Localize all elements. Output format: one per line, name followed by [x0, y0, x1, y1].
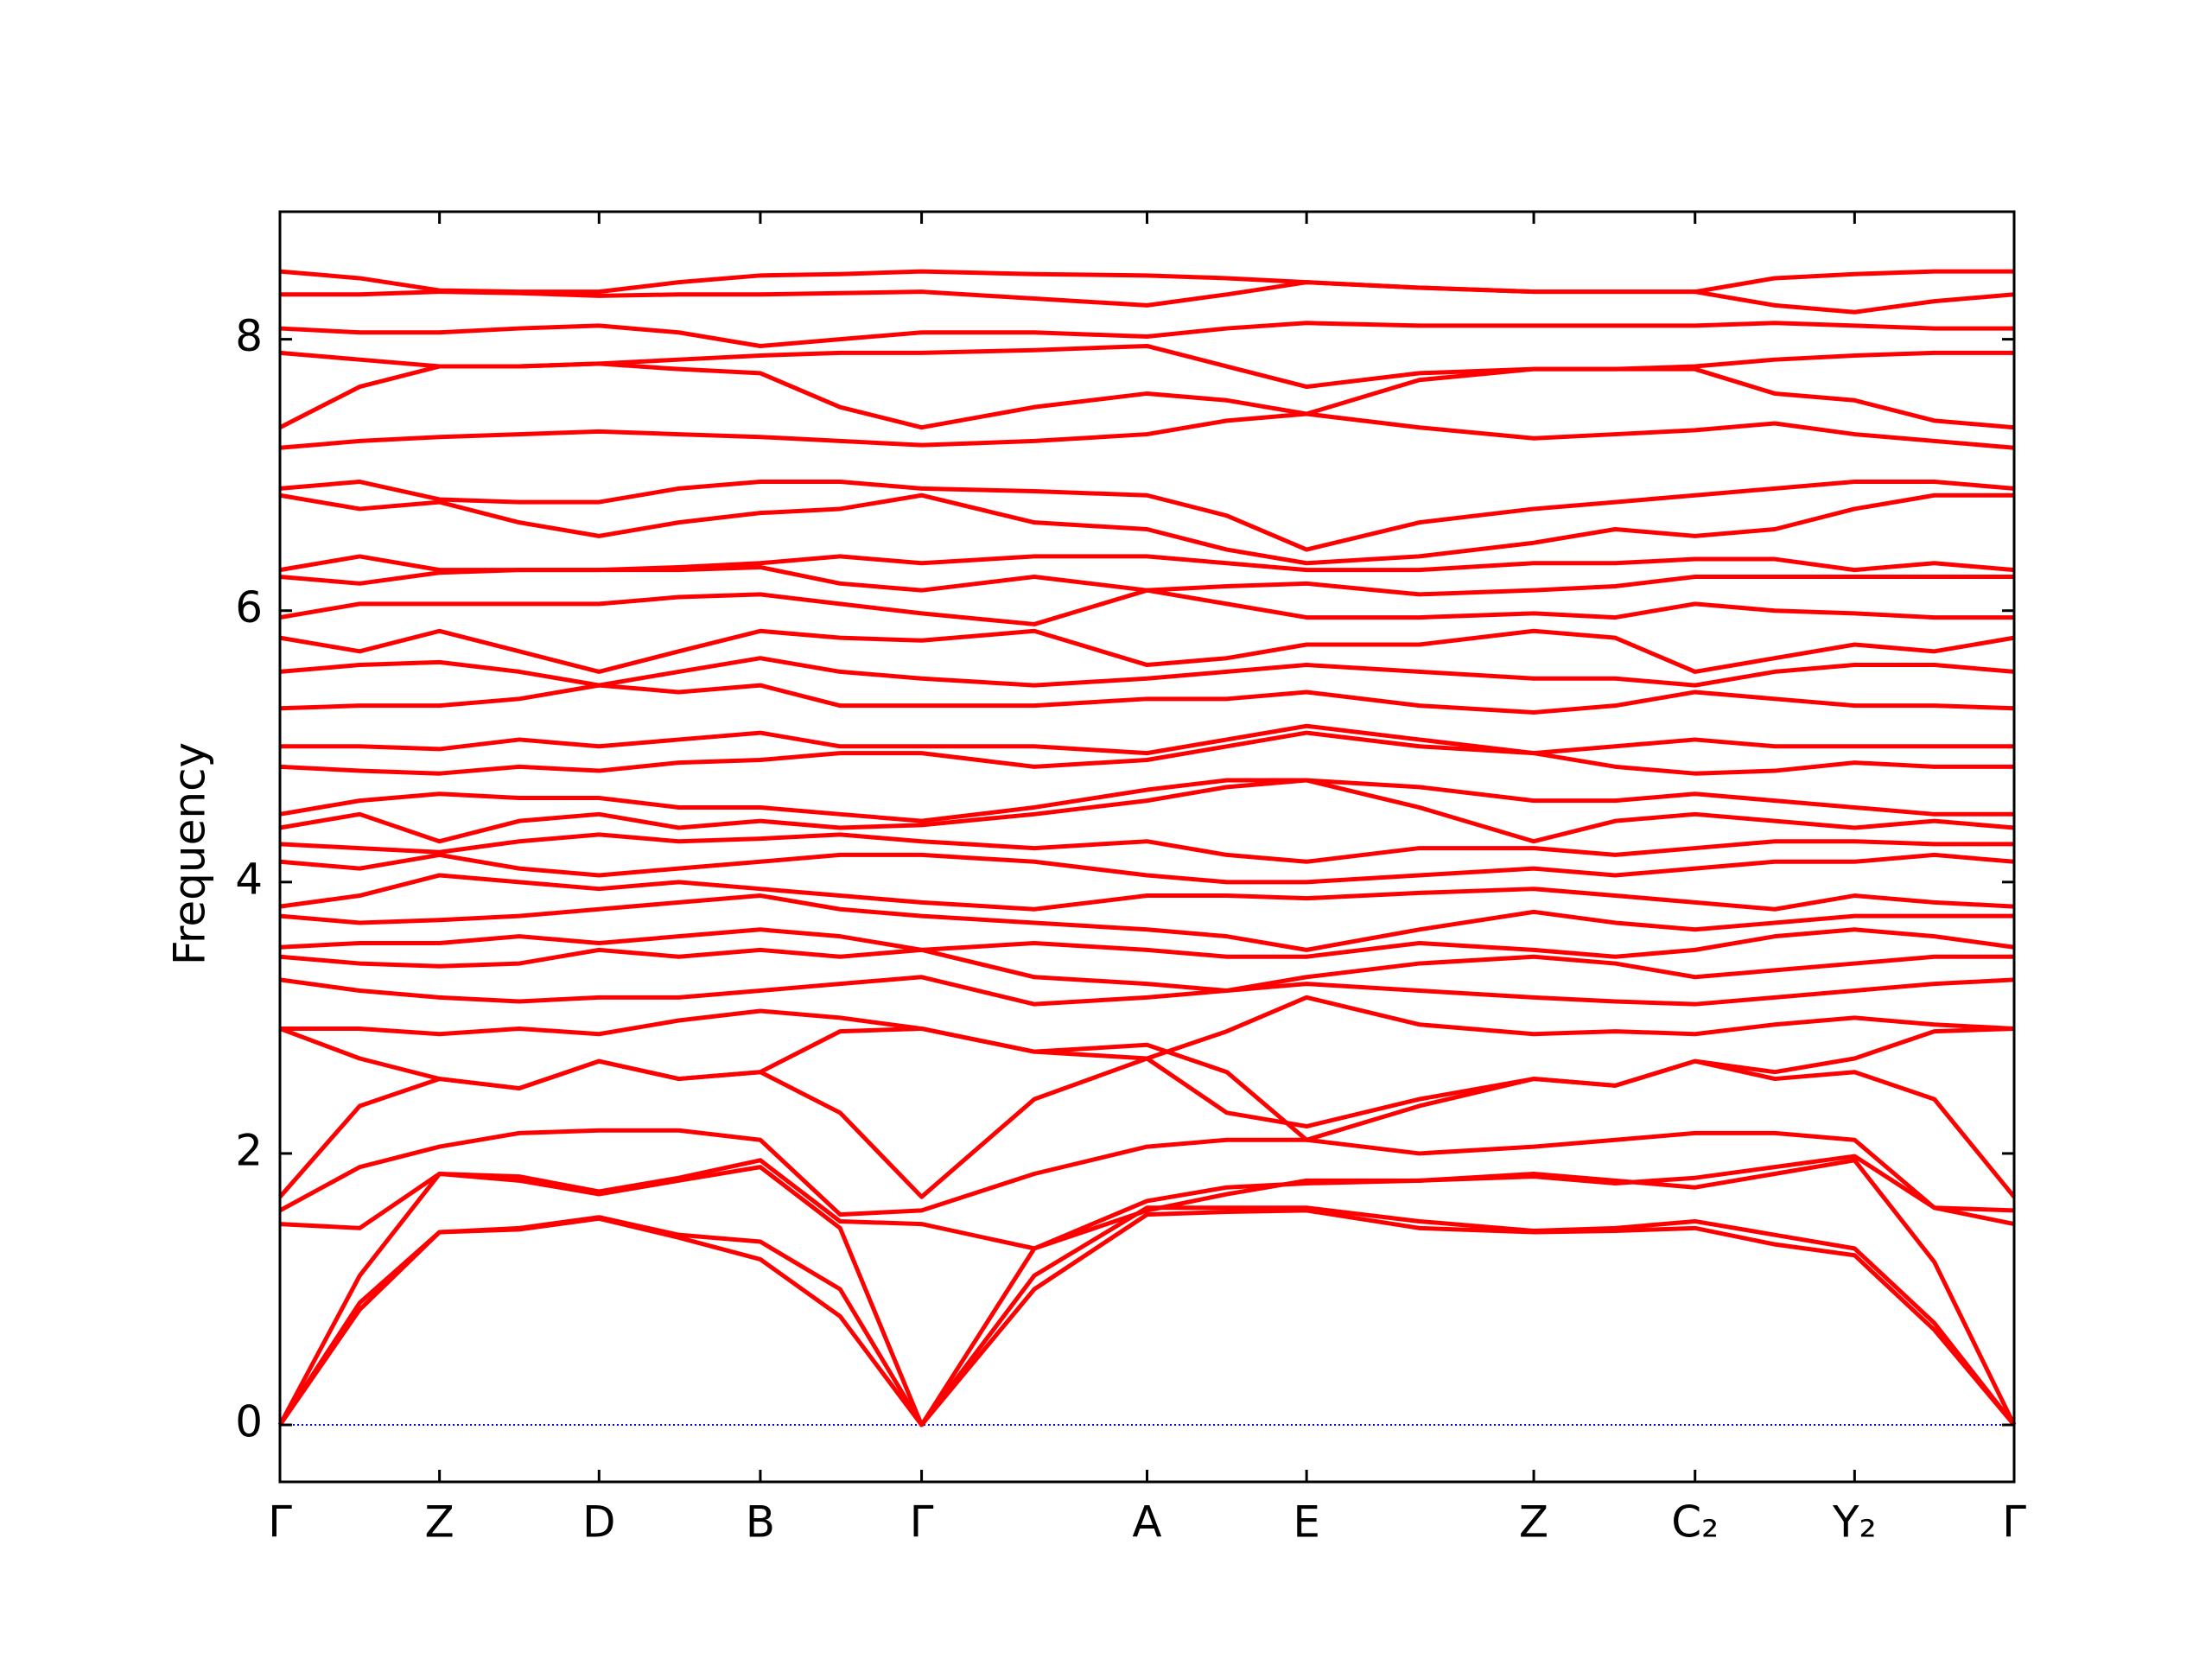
band-line	[279, 927, 2015, 959]
x-tick-label: Z	[1519, 1497, 1548, 1548]
x-tick-label: A	[1132, 1497, 1161, 1548]
x-tick-label: C₂	[1671, 1497, 1719, 1548]
band-line	[279, 343, 2014, 390]
x-tick-label: Γ	[268, 1497, 292, 1548]
band-line	[279, 493, 2014, 566]
y-tick-label: 8	[235, 311, 263, 361]
y-tick-label: 6	[235, 582, 263, 632]
band-line	[279, 975, 2015, 1007]
band-line	[279, 947, 2014, 993]
band-line	[279, 1026, 2015, 1142]
band-line	[279, 480, 2015, 552]
x-tick-label: B	[746, 1497, 775, 1548]
band-line	[279, 1154, 2015, 1251]
band-line	[278, 361, 2015, 430]
band-line	[280, 723, 2014, 756]
band-line	[279, 628, 2015, 674]
band-line	[279, 778, 2015, 844]
x-tick-label: E	[1293, 1497, 1320, 1548]
x-tick-label: Γ	[910, 1497, 934, 1548]
band-line	[278, 1128, 2015, 1217]
band-line	[279, 852, 2015, 885]
band-line	[280, 995, 2015, 1061]
band-line	[280, 280, 2015, 315]
band-line	[279, 554, 2015, 573]
band-line	[279, 778, 2014, 823]
band-line	[279, 683, 2015, 715]
x-tick-label: Z	[425, 1497, 454, 1548]
band-line	[277, 1205, 2016, 1427]
x-tick-label: D	[582, 1497, 616, 1548]
band-line	[277, 1208, 2016, 1427]
y-axis-label: Frequency	[165, 742, 215, 965]
y-tick-label: 0	[235, 1397, 263, 1447]
band-line	[279, 832, 2014, 864]
band-line	[279, 730, 2014, 776]
band-line	[277, 1158, 2017, 1427]
x-tick-label: Γ	[2002, 1497, 2026, 1548]
band-line	[279, 656, 2015, 688]
x-tick-label: Y₂	[1832, 1497, 1877, 1548]
plot-frame	[278, 210, 2016, 1484]
band-line	[279, 588, 2014, 626]
y-tick-label: 4	[235, 854, 263, 904]
band-line	[279, 321, 2014, 348]
y-tick-label: 2	[235, 1125, 263, 1175]
band-line	[279, 893, 2014, 952]
band-line	[279, 411, 2015, 450]
band-line	[279, 873, 2015, 912]
band-line	[279, 269, 2014, 295]
